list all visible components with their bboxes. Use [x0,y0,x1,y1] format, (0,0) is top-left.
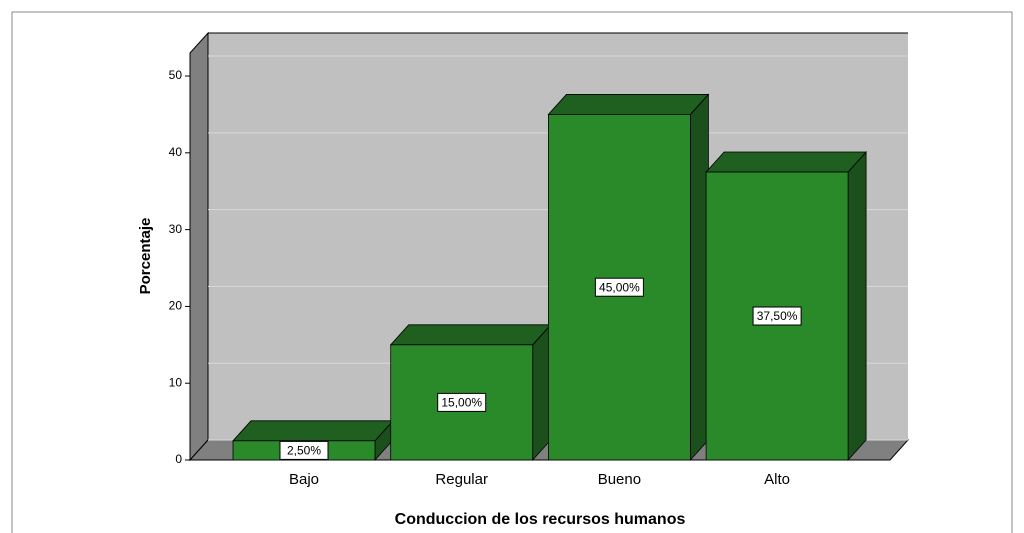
bar-top [547,94,710,115]
frame [11,11,1013,533]
y-tick-label: 10 [169,375,183,389]
x-axis-label: Conduccion de los recursos humanos [395,511,686,528]
value-label-box [594,277,644,297]
value-label: 45,00% [599,280,640,294]
y-tick-label: 30 [169,222,183,236]
y-tick-label: 20 [169,299,183,313]
y-tick-label: 50 [169,68,183,82]
y-tick-label: 40 [169,145,183,159]
x-tick-label: Alto [764,471,790,488]
bar-top [705,151,867,173]
x-tick-label: Bajo [289,471,319,488]
bar-top [232,420,394,442]
bar-side [532,323,552,462]
x-tick-label: Regular [435,471,488,488]
bar-side [847,150,867,462]
value-label: 15,00% [441,396,482,410]
x-tick-label: Bueno [598,471,641,488]
value-label-box [279,440,329,460]
y-tick-label: 0 [175,452,182,466]
value-label: 37,50% [757,309,798,323]
left-wall [189,31,209,462]
value-label-box [437,392,487,412]
value-label: 2,50% [287,444,321,458]
value-label-box [752,306,802,326]
bar-top [389,324,552,346]
y-axis-label: Porcentaje [137,218,154,295]
